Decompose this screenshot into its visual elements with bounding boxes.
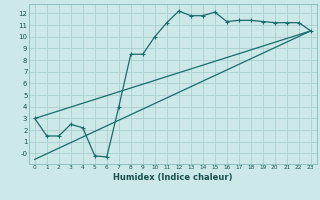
X-axis label: Humidex (Indice chaleur): Humidex (Indice chaleur)	[113, 173, 233, 182]
